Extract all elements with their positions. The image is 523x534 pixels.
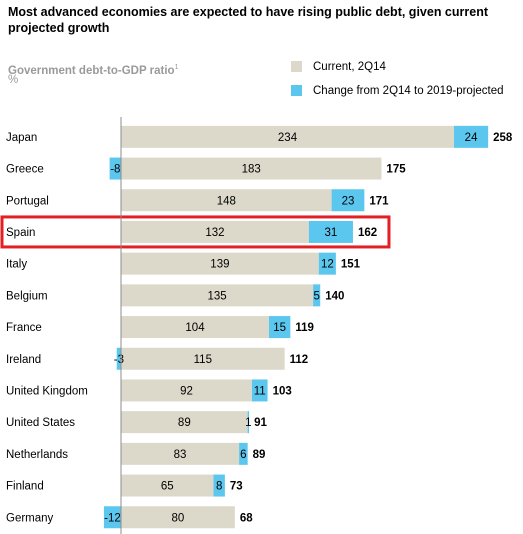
subtitle-footnote: 1 [174,64,179,71]
value-total-germany: 68 [240,512,253,524]
category-label-spain: Spain [6,227,35,239]
value-total-netherlands: 89 [253,449,266,461]
value-change-france: 15 [273,322,286,334]
unit-label: % [8,74,19,86]
value-total-spain: 162 [358,227,377,239]
value-change-greece: -8 [110,164,120,176]
bar-current-united-kingdom [121,379,252,402]
category-label-netherlands: Netherlands [6,449,68,461]
bar-current-greece [121,157,382,180]
bar-current-germany [121,506,235,529]
legend-label-change: Change from 2Q14 to 2019-projected [313,85,504,97]
highlight-box [0,215,391,249]
value-total-finland: 73 [230,481,243,493]
category-label-united-kingdom: United Kingdom [6,385,88,397]
value-change-united-states: 1 [245,417,251,429]
category-label-portugal: Portugal [6,195,49,207]
legend-swatch-current [291,61,302,72]
category-label-japan: Japan [6,132,37,144]
value-current-united-kingdom: 92 [180,385,193,397]
bar-change-finland [213,474,225,497]
value-current-united-states: 89 [178,417,191,429]
value-current-ireland: 115 [194,354,212,366]
category-label-finland: Finland [6,481,44,493]
value-change-spain: 31 [325,227,338,239]
value-total-ireland: 112 [290,354,309,366]
value-change-japan: 24 [465,132,478,144]
value-current-netherlands: 83 [174,449,187,461]
value-total-belgium: 140 [325,290,344,302]
value-change-belgium: 5 [313,290,319,302]
bar-current-italy [121,252,319,275]
value-total-france: 119 [295,322,314,334]
bar-current-netherlands [121,442,240,465]
bar-current-france [121,316,269,339]
value-total-japan: 258 [493,132,513,144]
bar-change-italy [318,252,336,275]
value-current-spain: 132 [205,227,224,239]
bar-change-spain [308,220,353,243]
value-current-france: 104 [185,322,205,334]
bar-change-united-kingdom [251,379,268,402]
bar-current-ireland [121,347,285,370]
bar-change-netherlands [239,442,248,465]
category-label-ireland: Ireland [6,354,41,366]
bar-change-japan [454,125,489,148]
category-label-france: France [6,322,42,334]
value-current-belgium: 135 [207,290,226,302]
bar-current-spain [121,220,309,243]
bar-change-united-states [247,411,250,434]
value-change-portugal: 23 [342,195,355,207]
bar-change-germany [103,506,121,529]
legend-label-current: Current, 2Q14 [313,61,386,73]
value-change-germany: -12 [104,512,121,524]
value-total-italy: 151 [341,259,361,271]
value-change-united-kingdom: 11 [254,385,266,397]
value-total-united-kingdom: 103 [273,385,292,397]
value-change-finland: 8 [216,481,222,493]
value-total-portugal: 171 [369,195,389,207]
bar-change-belgium [313,284,321,307]
value-total-greece: 175 [386,164,406,176]
value-current-germany: 80 [172,512,185,524]
value-change-ireland: -3 [114,354,124,366]
bar-change-ireland [116,347,121,370]
bar-current-portugal [121,189,332,212]
legend-swatch-change [291,85,302,96]
value-current-portugal: 148 [217,195,236,207]
category-label-united-states: United States [6,417,75,429]
value-total-united-states: 91 [254,417,267,429]
bar-change-portugal [331,189,365,212]
chart-subtitle: Government debt-to-GDP ratio1 [8,61,178,78]
value-current-finland: 65 [161,481,174,493]
category-label-belgium: Belgium [6,290,48,302]
bar-change-greece [109,157,121,180]
category-label-italy: Italy [6,259,27,271]
value-current-italy: 139 [210,259,229,271]
bar-current-belgium [121,284,314,307]
value-change-netherlands: 6 [240,449,246,461]
value-current-japan: 234 [278,132,298,144]
category-label-greece: Greece [6,164,44,176]
subtitle-text: Government debt-to-GDP ratio [8,64,175,77]
bar-change-france [269,316,291,339]
bar-current-japan [121,125,454,148]
category-label-germany: Germany [6,512,54,524]
bar-current-united-states [121,411,248,434]
chart-title: Most advanced economies are expected to … [8,5,488,35]
value-change-italy: 12 [321,259,334,271]
value-current-greece: 183 [242,164,261,176]
bar-current-finland [121,474,214,497]
